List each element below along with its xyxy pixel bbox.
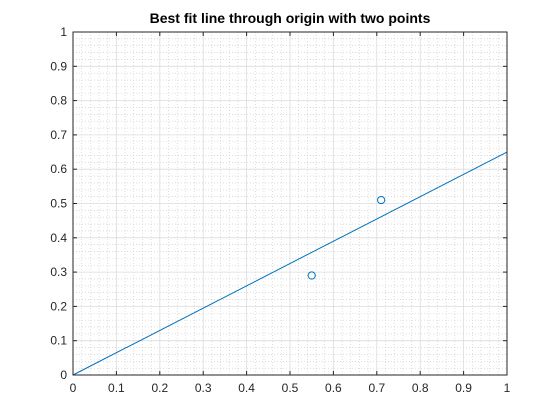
y-tick-label: 0: [60, 368, 67, 382]
x-tick-label: 0: [70, 381, 77, 395]
x-tick-label: 0.3: [195, 381, 212, 395]
y-tick-label: 0.1: [50, 334, 67, 348]
x-tick-label: 0.4: [238, 381, 255, 395]
x-tick-label: 0.7: [368, 381, 385, 395]
y-tick-label: 0.8: [50, 94, 67, 108]
x-tick-label: 0.9: [455, 381, 472, 395]
x-tick-label: 0.1: [108, 381, 125, 395]
y-tick-label: 0.7: [50, 128, 67, 142]
x-tick-label: 0.5: [282, 381, 299, 395]
y-tick-label: 0.4: [50, 231, 67, 245]
x-tick-label: 1: [504, 381, 511, 395]
y-tick-label: 0.9: [50, 59, 67, 73]
y-tick-label: 0.6: [50, 162, 67, 176]
y-tick-label: 0.3: [50, 265, 67, 279]
x-tick-label: 0.6: [325, 381, 342, 395]
chart-title: Best fit line through origin with two po…: [150, 10, 431, 26]
x-tick-label: 0.8: [412, 381, 429, 395]
y-tick-label: 1: [60, 25, 67, 39]
y-tick-label: 0.2: [50, 299, 67, 313]
x-tick-label: 0.2: [151, 381, 168, 395]
y-tick-label: 0.5: [50, 197, 67, 211]
